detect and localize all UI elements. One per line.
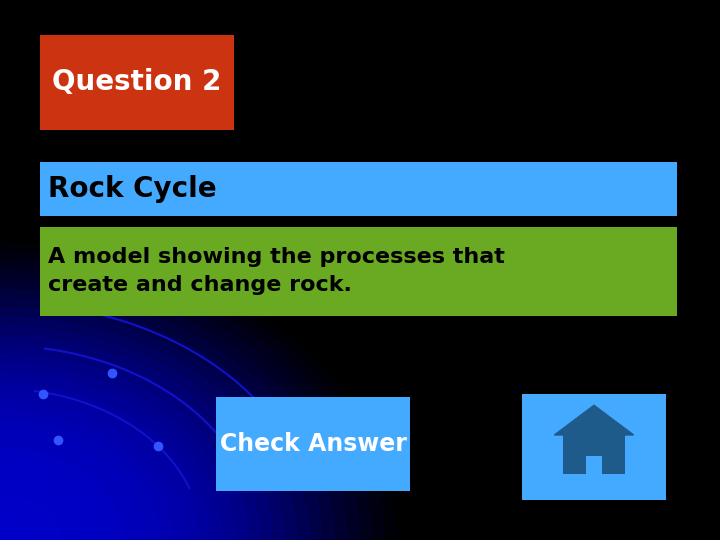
Circle shape xyxy=(0,383,210,540)
Circle shape xyxy=(0,308,309,540)
Circle shape xyxy=(0,410,173,540)
Circle shape xyxy=(0,392,197,540)
Bar xyxy=(585,456,603,474)
FancyBboxPatch shape xyxy=(40,35,234,130)
Circle shape xyxy=(0,261,372,540)
FancyBboxPatch shape xyxy=(216,397,410,491)
Circle shape xyxy=(0,373,222,540)
Circle shape xyxy=(0,513,36,540)
Circle shape xyxy=(0,364,235,540)
Text: A model showing the processes that
create and change rock.: A model showing the processes that creat… xyxy=(48,247,505,295)
FancyBboxPatch shape xyxy=(40,227,677,316)
Circle shape xyxy=(0,327,284,540)
Circle shape xyxy=(0,420,160,540)
Circle shape xyxy=(0,346,259,540)
Circle shape xyxy=(0,485,73,540)
Text: Check Answer: Check Answer xyxy=(220,432,407,456)
Circle shape xyxy=(0,467,98,540)
FancyBboxPatch shape xyxy=(522,394,666,500)
Text: Rock Cycle: Rock Cycle xyxy=(48,175,217,203)
FancyBboxPatch shape xyxy=(40,162,677,216)
Circle shape xyxy=(0,318,297,540)
Circle shape xyxy=(0,429,148,540)
Circle shape xyxy=(0,495,60,540)
Circle shape xyxy=(0,476,86,540)
Circle shape xyxy=(0,289,334,540)
Circle shape xyxy=(0,438,135,540)
Circle shape xyxy=(0,457,110,540)
Circle shape xyxy=(0,280,346,540)
Circle shape xyxy=(0,355,247,540)
Circle shape xyxy=(0,336,272,540)
Circle shape xyxy=(0,271,359,540)
Circle shape xyxy=(0,299,322,540)
Bar xyxy=(563,435,625,474)
Circle shape xyxy=(0,504,48,540)
Text: Question 2: Question 2 xyxy=(52,69,222,96)
Polygon shape xyxy=(554,405,634,435)
Circle shape xyxy=(0,401,185,540)
Circle shape xyxy=(0,448,123,540)
